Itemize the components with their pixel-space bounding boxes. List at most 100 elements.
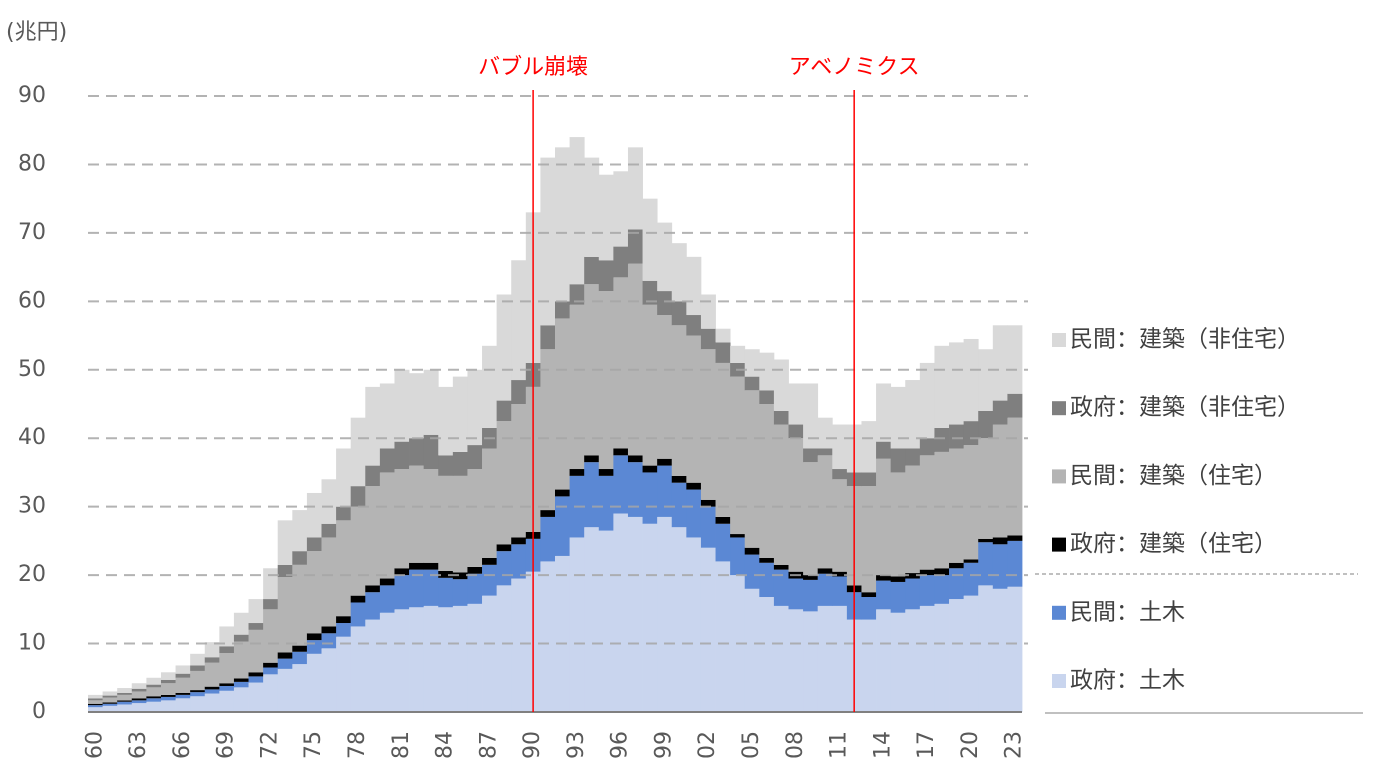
bar-segment xyxy=(175,692,191,695)
bar-segment xyxy=(569,304,585,470)
bar-segment xyxy=(715,328,731,343)
bar-segment xyxy=(321,523,337,538)
bar-segment xyxy=(292,664,308,712)
bar-segment xyxy=(117,688,133,693)
bar-segment xyxy=(773,564,789,570)
bar-segment xyxy=(686,537,702,712)
bar-segment xyxy=(336,623,352,637)
bar-segment xyxy=(817,448,833,456)
bar-segment xyxy=(919,605,935,712)
bar-segment xyxy=(248,676,264,683)
bar-segment xyxy=(817,455,833,569)
bar-segment xyxy=(88,698,103,701)
bar-segment xyxy=(102,697,118,703)
bar-segment xyxy=(832,479,848,572)
bar-segment xyxy=(117,694,133,701)
bar-segment xyxy=(219,626,235,647)
bar-segment xyxy=(204,686,220,690)
bar-segment xyxy=(657,222,673,292)
unit-label: (兆円) xyxy=(6,20,67,45)
bar-segment xyxy=(160,696,176,701)
bar-segment xyxy=(934,575,950,604)
bar-segment xyxy=(350,506,366,596)
bar-segment xyxy=(277,577,293,653)
bar-segment xyxy=(219,685,235,691)
bar-segment xyxy=(686,256,702,316)
x-tick-label: 11 xyxy=(827,731,852,759)
bar-segment xyxy=(365,619,381,712)
bar-segment xyxy=(204,642,220,658)
bar-segment xyxy=(379,585,395,613)
bar-segment xyxy=(379,578,395,586)
bar-segment xyxy=(306,640,322,654)
bar-segment xyxy=(321,537,337,627)
legend-label: 政府：建築（非住宅） xyxy=(1070,395,1300,421)
bar-segment xyxy=(584,157,600,257)
bar-segment xyxy=(190,696,206,712)
bar-segment xyxy=(992,537,1008,545)
bar-segment xyxy=(306,492,322,538)
bar-segment xyxy=(613,171,629,247)
bar-segment xyxy=(540,157,556,326)
bar-segment xyxy=(598,530,614,712)
bar-segment xyxy=(992,544,1008,589)
bar-segment xyxy=(715,342,731,363)
x-tick-label: 75 xyxy=(301,731,326,759)
bar-segment xyxy=(686,489,702,538)
bar-segment xyxy=(1007,586,1023,712)
bar-segment xyxy=(905,578,921,610)
bar-segment xyxy=(321,626,337,634)
bar-segment xyxy=(773,359,789,411)
bar-segment xyxy=(204,693,220,712)
bar-segment xyxy=(394,469,410,569)
legend-label: 民間：土木 xyxy=(1070,599,1185,625)
x-tick-label: 17 xyxy=(914,731,939,759)
bar-segment xyxy=(292,645,308,652)
bar-segment xyxy=(204,657,220,663)
bar-segment xyxy=(905,609,921,712)
bar-segment xyxy=(949,448,965,563)
legend-swatch xyxy=(1052,469,1066,484)
bar-segment xyxy=(117,700,133,702)
bar-segment xyxy=(584,455,600,463)
bar-segment xyxy=(321,648,337,712)
bar-segment xyxy=(409,607,425,712)
bar-segment xyxy=(876,383,892,442)
bar-segment xyxy=(409,562,425,570)
bar-segment xyxy=(263,568,279,600)
bar-segment xyxy=(817,605,833,712)
bar-segment xyxy=(306,537,322,552)
bar-segment xyxy=(890,576,906,582)
bar-segment xyxy=(642,280,658,305)
x-tick-label: 08 xyxy=(783,731,808,759)
bar-segment xyxy=(146,677,162,685)
bar-segment xyxy=(511,544,527,579)
bar-segment xyxy=(540,561,556,712)
bar-segment xyxy=(890,472,906,577)
bar-segment xyxy=(700,499,716,507)
bar-segment xyxy=(657,465,673,517)
bar-segment xyxy=(627,229,643,264)
legend-swatch xyxy=(1052,401,1066,416)
bar-segment xyxy=(131,703,147,712)
bar-segment xyxy=(744,390,760,548)
bar-segment xyxy=(379,448,395,473)
bar-segment xyxy=(730,537,746,576)
bar-segment xyxy=(861,619,877,712)
bar-segment xyxy=(919,575,935,606)
bar-segment xyxy=(671,475,687,483)
bar-segment xyxy=(919,362,935,439)
bar-segment xyxy=(978,410,994,439)
bar-segment xyxy=(803,383,819,449)
bar-segment xyxy=(102,702,118,704)
bar-segment xyxy=(861,472,877,487)
legend-label: 民間：建築（非住宅） xyxy=(1070,327,1300,353)
bar-segment xyxy=(102,691,118,696)
y-tick-label: 20 xyxy=(18,562,46,587)
bar-segment xyxy=(277,668,293,712)
bar-segment xyxy=(861,486,877,593)
bar-segment xyxy=(978,349,994,411)
bar-segment xyxy=(627,462,643,517)
bar-segment xyxy=(306,551,322,634)
bar-segment xyxy=(394,369,410,442)
